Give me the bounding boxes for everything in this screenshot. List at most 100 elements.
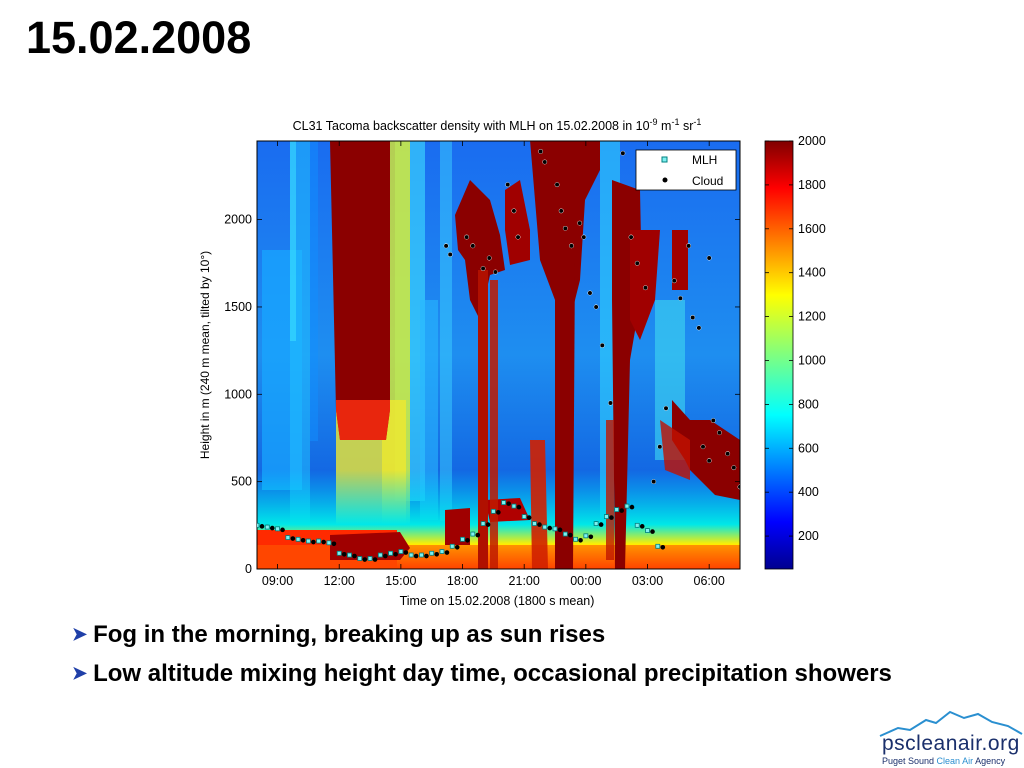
cloud-point	[444, 243, 449, 248]
legend: MLH Cloud	[635, 149, 737, 191]
mlh-marker	[257, 522, 260, 528]
y-tick-label: 0	[245, 562, 252, 576]
mlh-point	[403, 550, 409, 555]
mlh-point	[259, 524, 265, 529]
mlh-marker	[490, 508, 496, 514]
mlh-marker	[429, 550, 435, 556]
x-tick-label: 03:00	[632, 574, 663, 588]
mlh-marker	[604, 514, 609, 519]
colorbar-tick-label: 600	[798, 441, 819, 455]
cloud-point	[696, 325, 701, 330]
x-tick-label: 12:00	[324, 574, 355, 588]
mlh-point	[660, 544, 666, 550]
mlh-point	[311, 539, 316, 545]
cloud-point	[629, 235, 634, 240]
mlh-point	[537, 522, 542, 527]
mlh-marker	[624, 503, 630, 509]
y-tick-label: 1000	[224, 387, 252, 401]
mlh-marker	[367, 556, 373, 561]
legend-mlh-label: MLH	[692, 153, 717, 167]
mlh-point	[485, 522, 491, 527]
cloud-point	[707, 458, 712, 463]
mlh-point	[290, 536, 296, 541]
mlh-marker	[614, 507, 620, 513]
mlh-marker	[316, 538, 322, 544]
cloud-point	[725, 451, 730, 456]
colorbar-tick-label: 800	[798, 397, 819, 411]
mlh-point	[424, 553, 429, 559]
colorbar: 200 400 600 800 1000 1200 1400 1600 1800 2000	[764, 134, 826, 570]
cloud-point	[672, 278, 677, 283]
logo-name: pscleanair.org	[882, 732, 1020, 755]
backscatter-chart: CL31 Tacoma backscatter density with MLH…	[198, 117, 826, 608]
mlh-marker	[511, 503, 517, 509]
cloud-point	[487, 256, 492, 261]
mlh-marker	[408, 552, 414, 558]
bullet-item: ➤ Low altitude mixing height day time, oc…	[72, 659, 972, 690]
mlh-marker	[347, 552, 352, 558]
mlh-point	[526, 515, 532, 520]
x-tick-label: 09:00	[262, 574, 293, 588]
y-tick-label: 1500	[224, 300, 252, 314]
mlh-marker	[645, 528, 650, 533]
mlh-point	[454, 544, 460, 550]
mlh-point	[413, 553, 419, 559]
mlh-point	[362, 557, 368, 562]
colorbar-tick-label: 1600	[798, 222, 826, 236]
mlh-marker	[460, 536, 465, 542]
slide-title: 15.02.2008	[26, 12, 252, 63]
mlh-point	[352, 553, 357, 559]
mlh-marker	[398, 549, 404, 554]
mlh-point	[465, 538, 470, 543]
plot-frame	[256, 140, 741, 570]
mlh-point	[475, 532, 481, 538]
logo-tagline: Puget Sound Clean Air Agency	[882, 756, 1006, 766]
mlh-marker	[419, 552, 424, 558]
cloud-point	[678, 296, 683, 301]
mlh-point	[506, 501, 511, 506]
mlh-marker	[480, 521, 486, 526]
bullet-text: Low altitude mixing height day time, occ…	[93, 660, 892, 687]
bullet-list: ➤ Fog in the morning, breaking up as sun …	[72, 620, 972, 698]
mlh-marker	[532, 521, 537, 526]
mlh-marker	[593, 521, 599, 526]
cloud-point	[542, 159, 547, 164]
mlh-point	[372, 557, 378, 562]
cloud-point	[538, 149, 543, 154]
x-tick-label: 15:00	[385, 574, 416, 588]
mlh-point	[547, 525, 553, 531]
mlh-point	[321, 539, 326, 545]
cloud-point	[481, 266, 486, 271]
mlh-point	[598, 522, 604, 527]
mlh-point	[434, 551, 440, 557]
x-axis: 09:00 12:00 15:00 18:00 21:00 00:00 03:00 06:00	[262, 141, 725, 588]
bullet-item: ➤ Fog in the morning, breaking up as sun …	[72, 620, 972, 651]
mlh-marker	[562, 531, 568, 537]
cloud-point	[664, 406, 669, 411]
mlh-point	[557, 527, 563, 533]
mlh-point	[300, 538, 306, 543]
cloud-point	[635, 261, 640, 266]
cloud-point	[587, 290, 592, 295]
mlh-point	[341, 551, 347, 557]
mlh-point	[269, 525, 275, 531]
mountain-logo-icon	[879, 710, 1023, 737]
y-axis-label: Height in m (240 m mean, tilted by 10°)	[198, 251, 212, 459]
mlh-point	[393, 551, 398, 557]
arrow-bullet-icon: ➤	[72, 663, 88, 683]
cloud-point	[516, 235, 521, 240]
mlh-marker	[264, 524, 270, 530]
cloud-point	[563, 226, 568, 231]
colorbar-tick-label: 1800	[798, 178, 826, 192]
bullet-text: Fog in the morning, breaking up as sun r…	[93, 621, 606, 648]
cloud-point	[701, 444, 706, 449]
cloud-point	[511, 208, 516, 213]
cloud-point	[686, 243, 691, 248]
x-tick-label: 21:00	[509, 574, 540, 588]
cloud-point	[559, 208, 564, 213]
heatmap-field	[257, 141, 740, 569]
colorbar-tick-label: 1200	[798, 310, 826, 324]
cloud-point	[717, 430, 722, 435]
mlh-marker	[377, 552, 383, 558]
cloud-point	[577, 221, 582, 226]
